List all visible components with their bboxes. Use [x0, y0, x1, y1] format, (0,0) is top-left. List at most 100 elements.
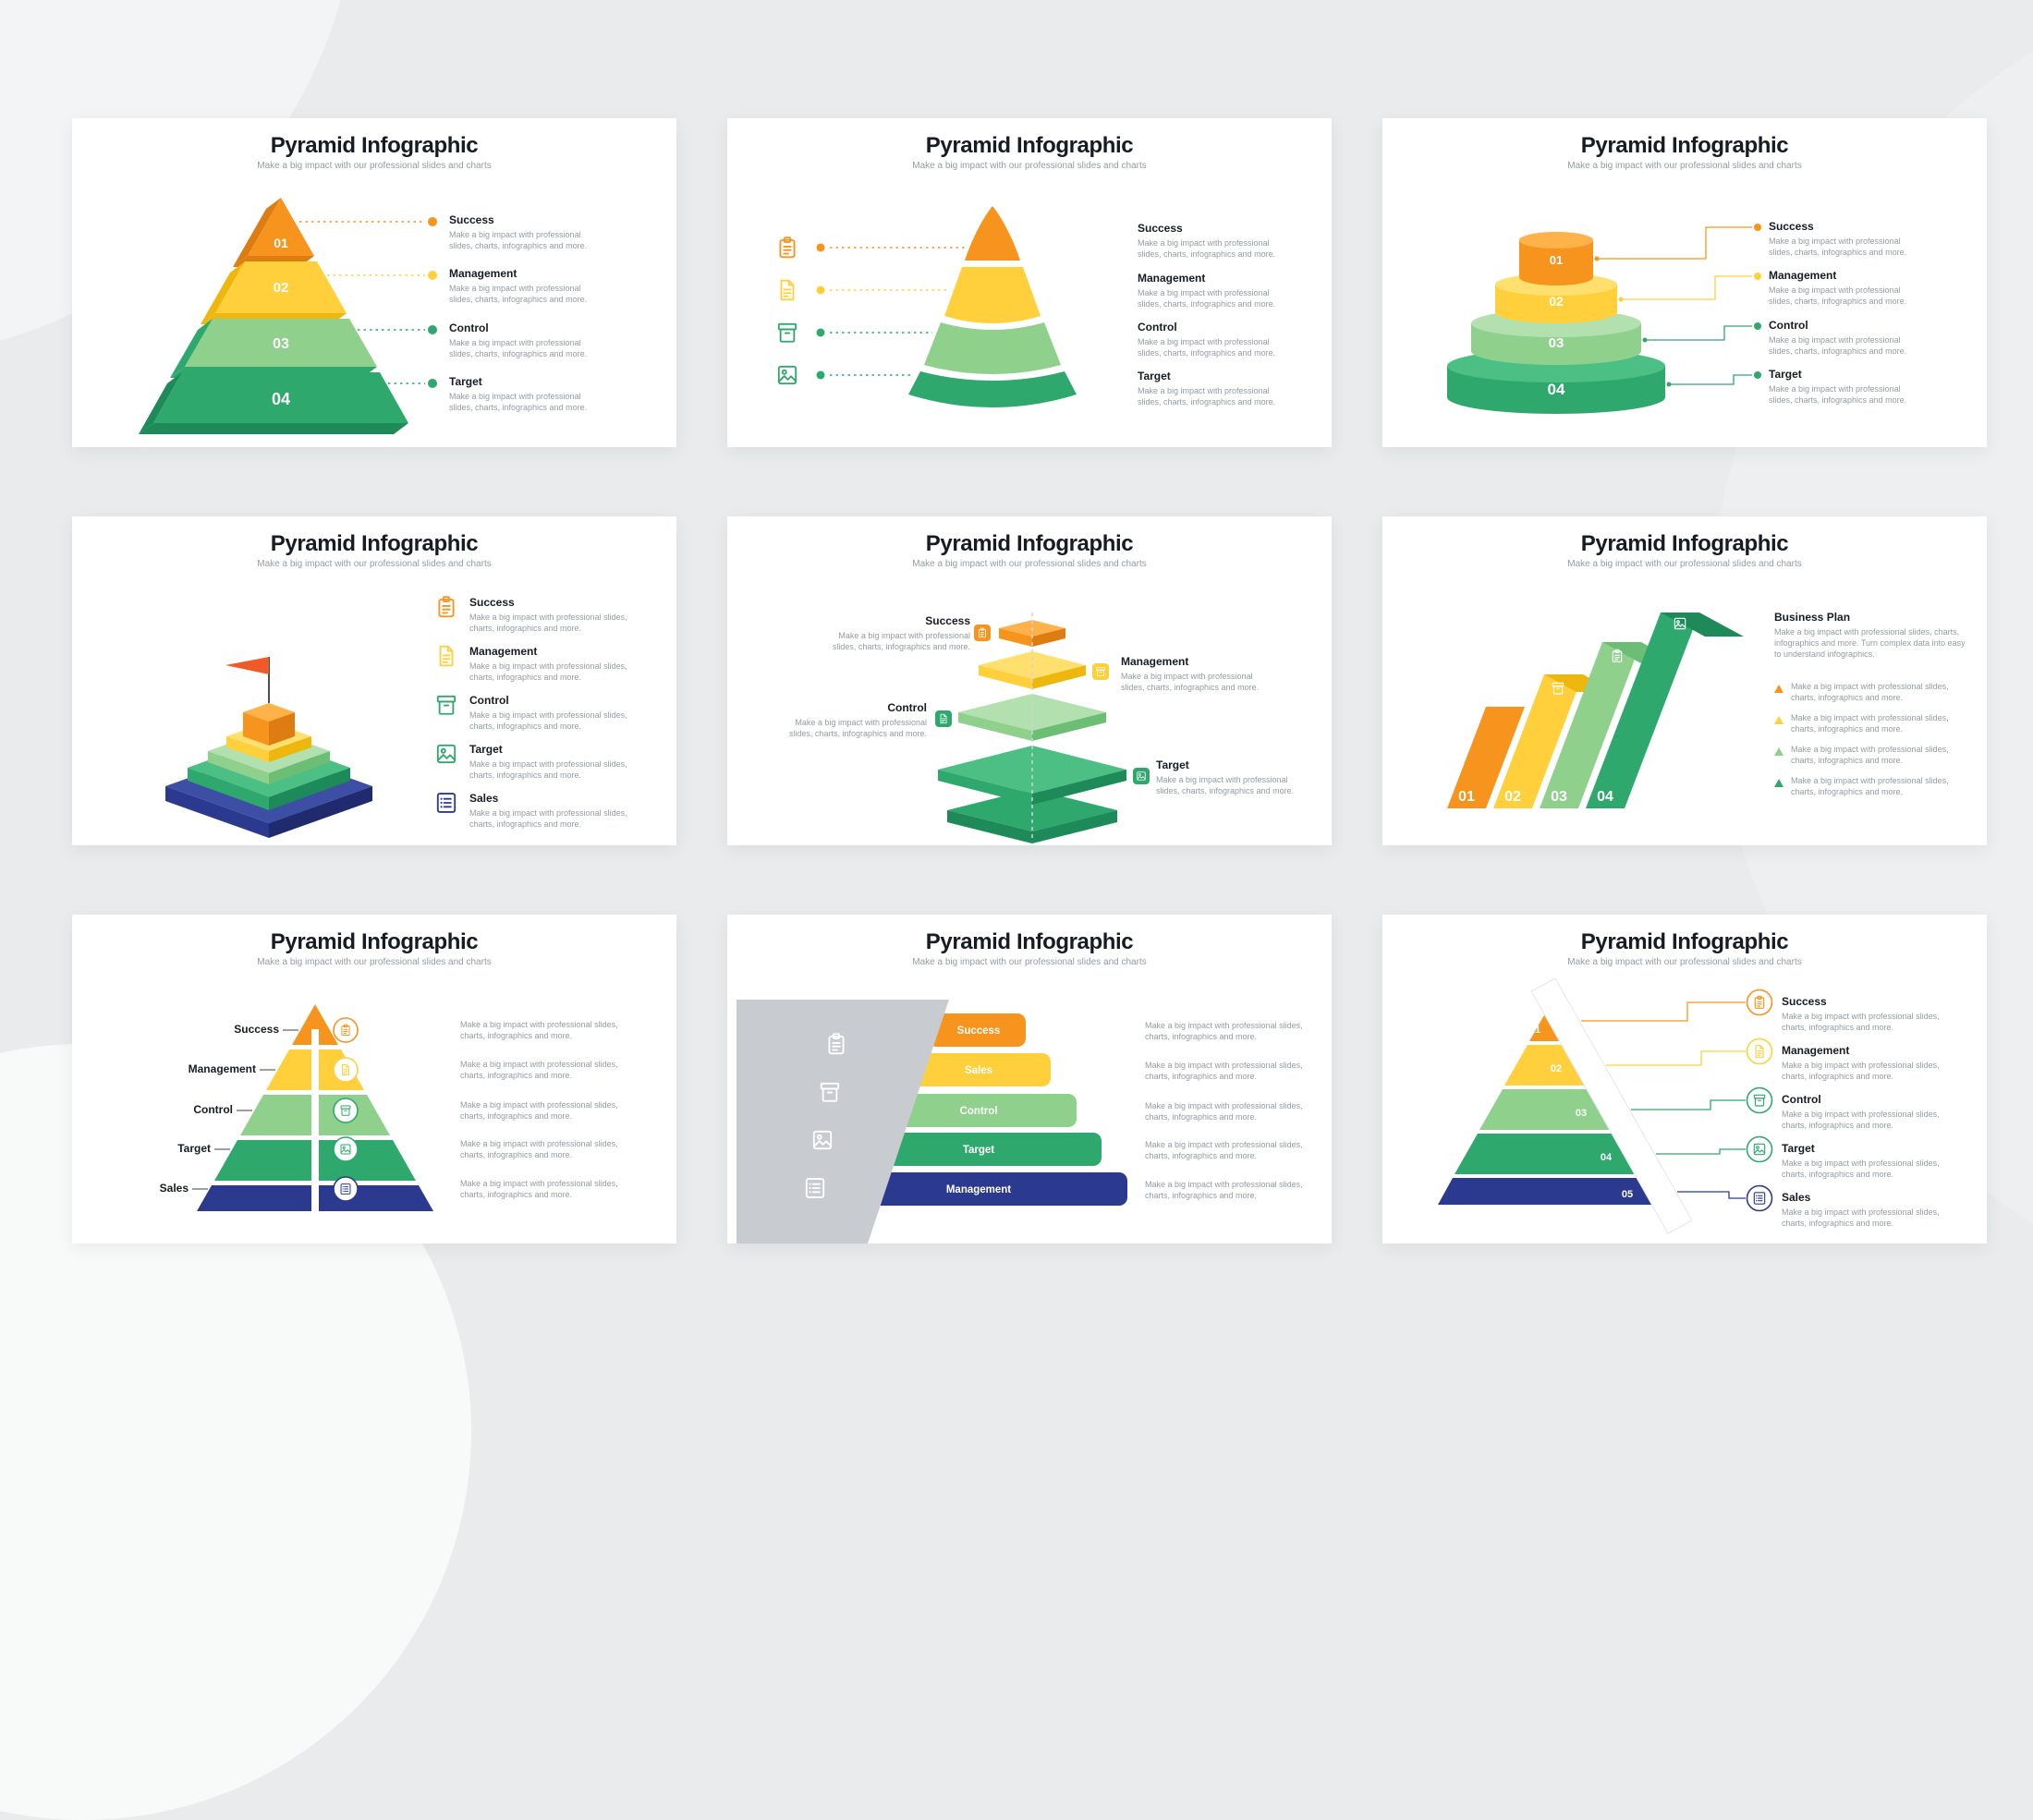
box-icon	[436, 695, 457, 715]
pyramid-infographic-preview-grid: { "icon_set": ["clipboard","file","box",…	[0, 118, 1987, 1820]
layer-number-3: 03	[273, 336, 289, 352]
item-desc: Make a big impact with professional slid…	[1769, 237, 1907, 258]
item-target: Target Make a big impact with professiona…	[1156, 758, 1295, 796]
bullet-desc: Make a big impact with professional slid…	[1791, 745, 1949, 766]
stripe-number-3: 03	[1551, 789, 1567, 805]
diagonal-ribbon	[1530, 977, 1693, 1234]
item-control: Control Make a big impact with profession…	[469, 694, 631, 732]
triangle-bands	[1438, 1001, 1667, 1205]
ribbon-pyramid-graphic: 01 02 03 04 05	[1438, 977, 1773, 1234]
band-number-2: 02	[1551, 1063, 1562, 1074]
item-target: Target Make a big impact with professiona…	[469, 743, 631, 781]
item-desc-sales: Make a big impact with professional slid…	[1145, 1061, 1303, 1082]
item-success: Success Make a big impact with profession…	[1769, 220, 1921, 258]
item-desc: Make a big impact with professional slid…	[1769, 335, 1907, 357]
stripe-number-4: 04	[1597, 789, 1613, 805]
slide-card-7: Pyramid Infographic Make a big impact wi…	[72, 915, 676, 1244]
item-control: Control	[72, 1103, 233, 1119]
slide-subtitle: Make a big impact with our professional …	[1567, 957, 1802, 967]
item-desc: Make a big impact with professional slid…	[469, 759, 627, 781]
layer-number-2: 02	[274, 280, 289, 296]
item-label: Target	[469, 743, 503, 756]
slide-card-5: Pyramid Infographic Make a big impact wi…	[727, 516, 1332, 845]
cone-layers	[908, 206, 1077, 407]
connector-dots	[1594, 224, 1761, 387]
item-label: Management	[449, 267, 517, 280]
pyramid-layer-4	[139, 372, 408, 434]
item-success: Success Make a big impact with profession…	[1782, 995, 1957, 1033]
item-label: Sales	[159, 1182, 189, 1195]
item-desc-management: Make a big impact with professional slid…	[1145, 1180, 1303, 1201]
slide-card-2: Pyramid Infographic Make a big impact wi…	[727, 118, 1332, 447]
item-label: Success	[925, 614, 970, 627]
band-number-5: 05	[1622, 1189, 1633, 1200]
item-label: Management	[188, 1062, 256, 1075]
slide-title: Pyramid Infographic	[270, 929, 479, 954]
connector-lines	[299, 221, 425, 384]
pyramid-bands	[827, 1013, 1127, 1206]
item-desc: Make a big impact with professional slid…	[449, 392, 588, 413]
band-label-success: Success	[957, 1025, 1001, 1037]
item-target: Target Make a big impact with professiona…	[1782, 1142, 1957, 1180]
item-sales: Sales Make a big impact with professional…	[469, 792, 631, 830]
item-label: Target	[177, 1142, 211, 1155]
item-desc: Make a big impact with professional slid…	[1782, 1159, 1940, 1180]
slide-subtitle: Make a big impact with our professional …	[912, 161, 1147, 171]
item-desc-target: Make a big impact with professional slid…	[1145, 1140, 1303, 1161]
item-label: Sales	[1782, 1191, 1811, 1204]
label-lines	[192, 1029, 298, 1190]
item-management: Management Make a big impact with profess…	[449, 267, 606, 305]
connector-lines	[1581, 1001, 1746, 1199]
stripe-orange	[1447, 707, 1525, 808]
band-label-management: Management	[946, 1184, 1011, 1195]
slide-card-9: Pyramid Infographic Make a big impact wi…	[1382, 915, 1987, 1244]
item-label: Sales	[469, 792, 499, 805]
item-label: Control	[1769, 319, 1808, 332]
file-icon	[439, 645, 454, 667]
item-desc-control: Make a big impact with professional slid…	[460, 1100, 618, 1122]
item-control: Control Make a big impact with profession…	[449, 322, 606, 359]
bullet-triangle	[1774, 716, 1783, 724]
slide-subtitle: Make a big impact with our professional …	[257, 161, 492, 171]
item-desc: Make a big impact with professional slid…	[1769, 285, 1907, 307]
item-desc: Make a big impact with professional slid…	[1782, 1110, 1940, 1131]
layer-number-1: 01	[274, 236, 288, 250]
bullet-item: Make a big impact with professional slid…	[1791, 775, 1966, 797]
intro-text: Make a big impact with professional slid…	[1774, 627, 1966, 660]
item-label: Success	[1782, 995, 1827, 1008]
bullet-triangle	[1774, 685, 1783, 693]
item-desc-sales: Make a big impact with professional slid…	[460, 1179, 618, 1200]
slide-subtitle: Make a big impact with our professional …	[1567, 559, 1802, 569]
clipboard-icon	[779, 237, 796, 259]
item-label: Management	[1782, 1044, 1850, 1057]
item-desc: Make a big impact with professional slid…	[449, 338, 588, 359]
bullet-desc: Make a big impact with professional slid…	[1791, 713, 1949, 734]
bullet-desc: Make a big impact with professional slid…	[1791, 682, 1949, 703]
item-control: Control Make a big impact with profession…	[1138, 321, 1295, 358]
item-desc: Make a big impact with professional slid…	[1156, 775, 1295, 796]
heading: Business Plan	[1774, 611, 1851, 624]
item-desc: Make a big impact with professional slid…	[1138, 337, 1276, 358]
file-icon	[780, 279, 795, 301]
slide-subtitle: Make a big impact with our professional …	[912, 957, 1147, 967]
item-label: Success	[1138, 222, 1183, 235]
item-desc: Make a big impact with professional slid…	[469, 613, 627, 634]
clipboard-icon	[438, 596, 455, 618]
connector-dots	[428, 217, 437, 388]
slide-card-4: Pyramid Infographic Make a big impact wi…	[72, 516, 676, 845]
stripe-yellow	[1493, 674, 1583, 808]
item-label: Control	[193, 1103, 233, 1116]
item-desc: Make a big impact with professional slid…	[1138, 288, 1276, 309]
item-success: Success Make a big impact with profession…	[469, 596, 631, 634]
item-desc-success: Make a big impact with professional slid…	[460, 1020, 618, 1041]
item-desc: Make a big impact with professional slid…	[449, 284, 588, 305]
item-desc: Make a big impact with professional slid…	[1769, 384, 1907, 406]
gray-overlay	[737, 1000, 949, 1244]
item-target: Target	[72, 1142, 211, 1158]
slide-title: Pyramid Infographic	[1580, 929, 1789, 954]
item-label: Control	[1138, 321, 1177, 334]
item-label: Management	[1138, 272, 1206, 285]
item-target: Target Make a big impact with professiona…	[1138, 370, 1295, 407]
item-desc: Make a big impact with professional slid…	[832, 631, 970, 652]
slide-card-6: Pyramid Infographic Make a big impact wi…	[1382, 516, 1987, 845]
